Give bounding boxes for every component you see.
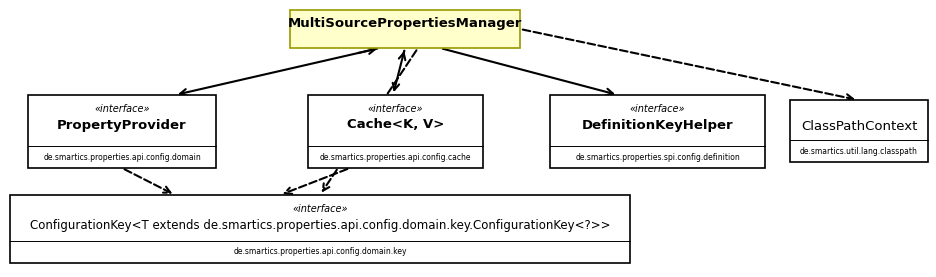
Text: ConfigurationKey<T extends de.smartics.properties.api.config.domain.key.Configur: ConfigurationKey<T extends de.smartics.p… — [30, 219, 610, 232]
Text: «interface»: «interface» — [95, 104, 150, 114]
Text: ClassPathContext: ClassPathContext — [801, 119, 917, 132]
Bar — [308, 95, 483, 168]
Bar — [550, 95, 765, 168]
Text: de.smartics.properties.spi.config.definition: de.smartics.properties.spi.config.defini… — [575, 153, 739, 161]
Text: de.smartics.properties.api.config.cache: de.smartics.properties.api.config.cache — [320, 153, 471, 161]
Bar — [28, 95, 216, 168]
Text: de.smartics.properties.api.config.domain: de.smartics.properties.api.config.domain — [43, 153, 201, 161]
Text: «interface»: «interface» — [292, 204, 348, 214]
Bar — [790, 100, 928, 162]
Text: de.smartics.util.lang.classpath: de.smartics.util.lang.classpath — [800, 147, 918, 155]
Text: de.smartics.properties.api.config.domain.key: de.smartics.properties.api.config.domain… — [233, 248, 407, 257]
Text: «interface»: «interface» — [630, 104, 685, 114]
Text: PropertyProvider: PropertyProvider — [57, 119, 187, 132]
Text: MultiSourcePropertiesManager: MultiSourcePropertiesManager — [287, 17, 522, 30]
Text: DefinitionKeyHelper: DefinitionKeyHelper — [581, 119, 733, 132]
Bar — [10, 195, 630, 263]
Bar — [290, 10, 520, 48]
Text: «interface»: «interface» — [368, 104, 423, 114]
Text: Cache<K, V>: Cache<K, V> — [347, 119, 445, 132]
